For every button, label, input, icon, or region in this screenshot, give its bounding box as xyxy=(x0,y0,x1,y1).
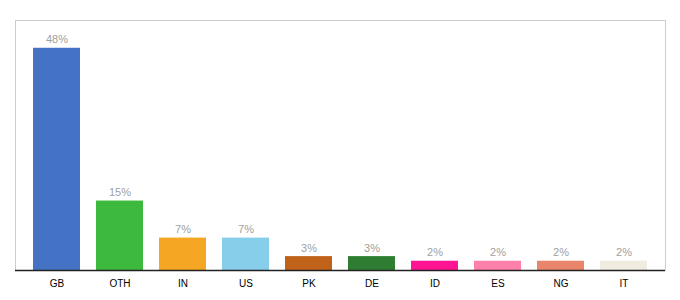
svg-text:OTH: OTH xyxy=(109,278,130,289)
svg-text:IT: IT xyxy=(620,278,629,289)
svg-text:15%: 15% xyxy=(109,186,131,198)
svg-text:2%: 2% xyxy=(490,246,506,258)
svg-text:2%: 2% xyxy=(616,246,632,258)
svg-text:2%: 2% xyxy=(553,246,569,258)
svg-text:GB: GB xyxy=(50,278,65,289)
svg-text:7%: 7% xyxy=(238,223,254,235)
svg-text:NG: NG xyxy=(554,278,569,289)
svg-text:DE: DE xyxy=(365,278,379,289)
svg-text:ID: ID xyxy=(430,278,440,289)
svg-text:2%: 2% xyxy=(427,246,443,258)
svg-text:48%: 48% xyxy=(46,33,68,45)
svg-text:US: US xyxy=(239,278,253,289)
svg-text:7%: 7% xyxy=(175,223,191,235)
svg-text:IN: IN xyxy=(178,278,188,289)
svg-text:3%: 3% xyxy=(301,242,317,254)
svg-text:3%: 3% xyxy=(364,242,380,254)
svg-text:PK: PK xyxy=(302,278,316,289)
svg-text:ES: ES xyxy=(491,278,505,289)
